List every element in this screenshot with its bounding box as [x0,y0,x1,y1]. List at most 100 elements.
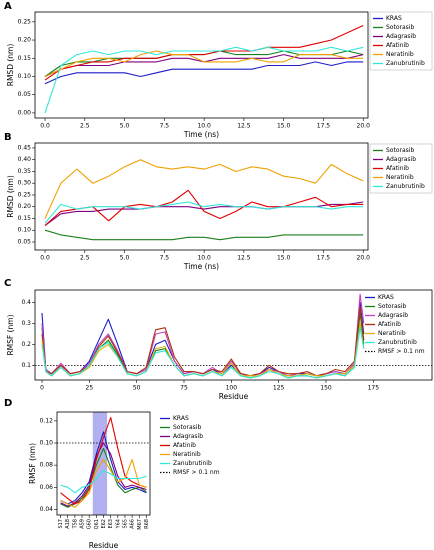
series-line [60,470,147,494]
legend-box [369,11,433,71]
y-tick-label: 0.4 [21,299,31,306]
series-line [44,50,364,77]
x-tick-label: 5.0 [120,255,130,262]
legend-label: Zanubrutinib [386,60,425,67]
x-tick-label: M67 [137,519,143,530]
x-tick-label: R68 [144,519,150,529]
x-tick-label: 175 [368,385,380,392]
y-tick-label: 0.05 [18,239,32,246]
legend-label: Zanubrutinib [386,183,425,190]
panel-label: C [4,278,11,289]
legend-label: Adagrasib [378,312,408,319]
legend-label: Sotorasib [386,147,414,154]
x-tick-label: 17.5 [317,123,331,130]
x-tick-label: 10.0 [197,255,211,262]
y-tick-label: 0.15 [18,215,32,222]
x-tick-label: G60 [87,519,93,529]
y-tick-label: 0.12 [40,417,54,424]
legend-label: KRAS [386,15,402,22]
x-tick-label: 12.5 [237,255,251,262]
legend-label: Neratinib [173,451,201,458]
x-tick-label: 25 [86,385,94,392]
x-tick-label: Q61 [94,519,100,529]
x-tick-label: E62 [101,519,107,529]
x-tick-label: A18 [65,519,71,529]
series-line [60,442,147,507]
x-tick-label: Y64 [115,519,121,529]
series-line [44,189,364,226]
y-tick-label: 0.25 [18,18,32,25]
y-tick-label: 0.20 [18,203,32,210]
x-tick-label: T58 [72,519,78,529]
x-tick-label: 15.0 [277,255,291,262]
y-tick-label: 0.25 [18,191,32,198]
plot-frame [56,411,151,516]
series-line [44,201,364,224]
legend-label: KRAS [378,294,394,301]
x-tick-label: A59 [80,519,86,529]
x-axis-label: Residue [89,541,119,550]
x-tick-label: 2.5 [80,123,90,130]
x-tick-label: 20.0 [357,123,371,130]
series-line [44,25,364,81]
x-tick-label: 125 [273,385,285,392]
y-axis-label: RMSF (nm) [6,314,15,355]
y-tick-label: 0.20 [18,37,32,44]
x-tick-label: S17 [58,519,64,529]
legend-label: Sotorasib [378,303,406,310]
x-tick-label: 0.0 [40,123,50,130]
x-axis-label: Residue [219,392,249,401]
y-tick-label: 0.30 [18,180,32,187]
x-tick-label: 12.5 [237,123,251,130]
legend-label: Sotorasib [173,424,201,431]
legend-label: Afatinib [386,165,409,172]
series-line [41,312,365,379]
y-tick-label: 0.15 [18,55,32,62]
x-tick-label: 7.5 [160,255,170,262]
x-tick-label: 150 [320,385,332,392]
x-tick-label: 5.0 [120,123,130,130]
y-tick-label: 0.35 [18,168,32,175]
series-line [44,61,364,85]
y-tick-label: 0.04 [40,506,54,513]
legend-label: Zanubrutinib [378,339,417,346]
panel-label: B [4,132,12,143]
series-line [60,416,147,505]
legend-label: Adagrasib [386,156,416,163]
y-tick-label: 0.3 [21,320,31,327]
legend-label: Afatinib [173,442,196,449]
plot-frame [34,11,369,119]
y-tick-label: 0.08 [40,462,54,469]
panel-label: D [4,398,12,409]
y-tick-label: 0.05 [18,91,32,98]
x-tick-label: 10.0 [197,123,211,130]
y-tick-label: 0.10 [40,440,54,447]
legend-label: Neratinib [386,51,414,58]
y-tick-label: 0.40 [18,156,32,163]
y-tick-label: 0.06 [40,484,54,491]
y-axis-label: RMSD (nm) [6,44,15,87]
y-tick-label: 0.1 [21,362,31,369]
x-tick-label: 0 [40,385,44,392]
x-tick-label: 50 [133,385,141,392]
x-tick-label: 17.5 [317,255,331,262]
series-line [44,46,364,114]
x-tick-label: 0.0 [40,255,50,262]
legend-label: Adagrasib [386,33,416,40]
y-tick-label: 0.10 [18,73,32,80]
series-line [60,431,147,505]
legend-label: Afatinib [386,42,409,49]
x-axis-label: Time (ns) [183,262,219,271]
legend-label: Neratinib [378,330,406,337]
legend-label: Afatinib [378,321,401,328]
x-tick-label: S65 [122,519,128,529]
x-tick-label: 15.0 [277,123,291,130]
series-line [44,229,364,241]
legend-label: Zanubrutinib [173,460,212,467]
legend-label: RMSF > 0.1 nm [173,469,220,476]
y-tick-label: 0.00 [18,109,32,116]
y-axis-label: RMSD (nm) [6,175,15,218]
plot-frame [34,289,433,381]
y-tick-label: 0.45 [18,144,32,151]
